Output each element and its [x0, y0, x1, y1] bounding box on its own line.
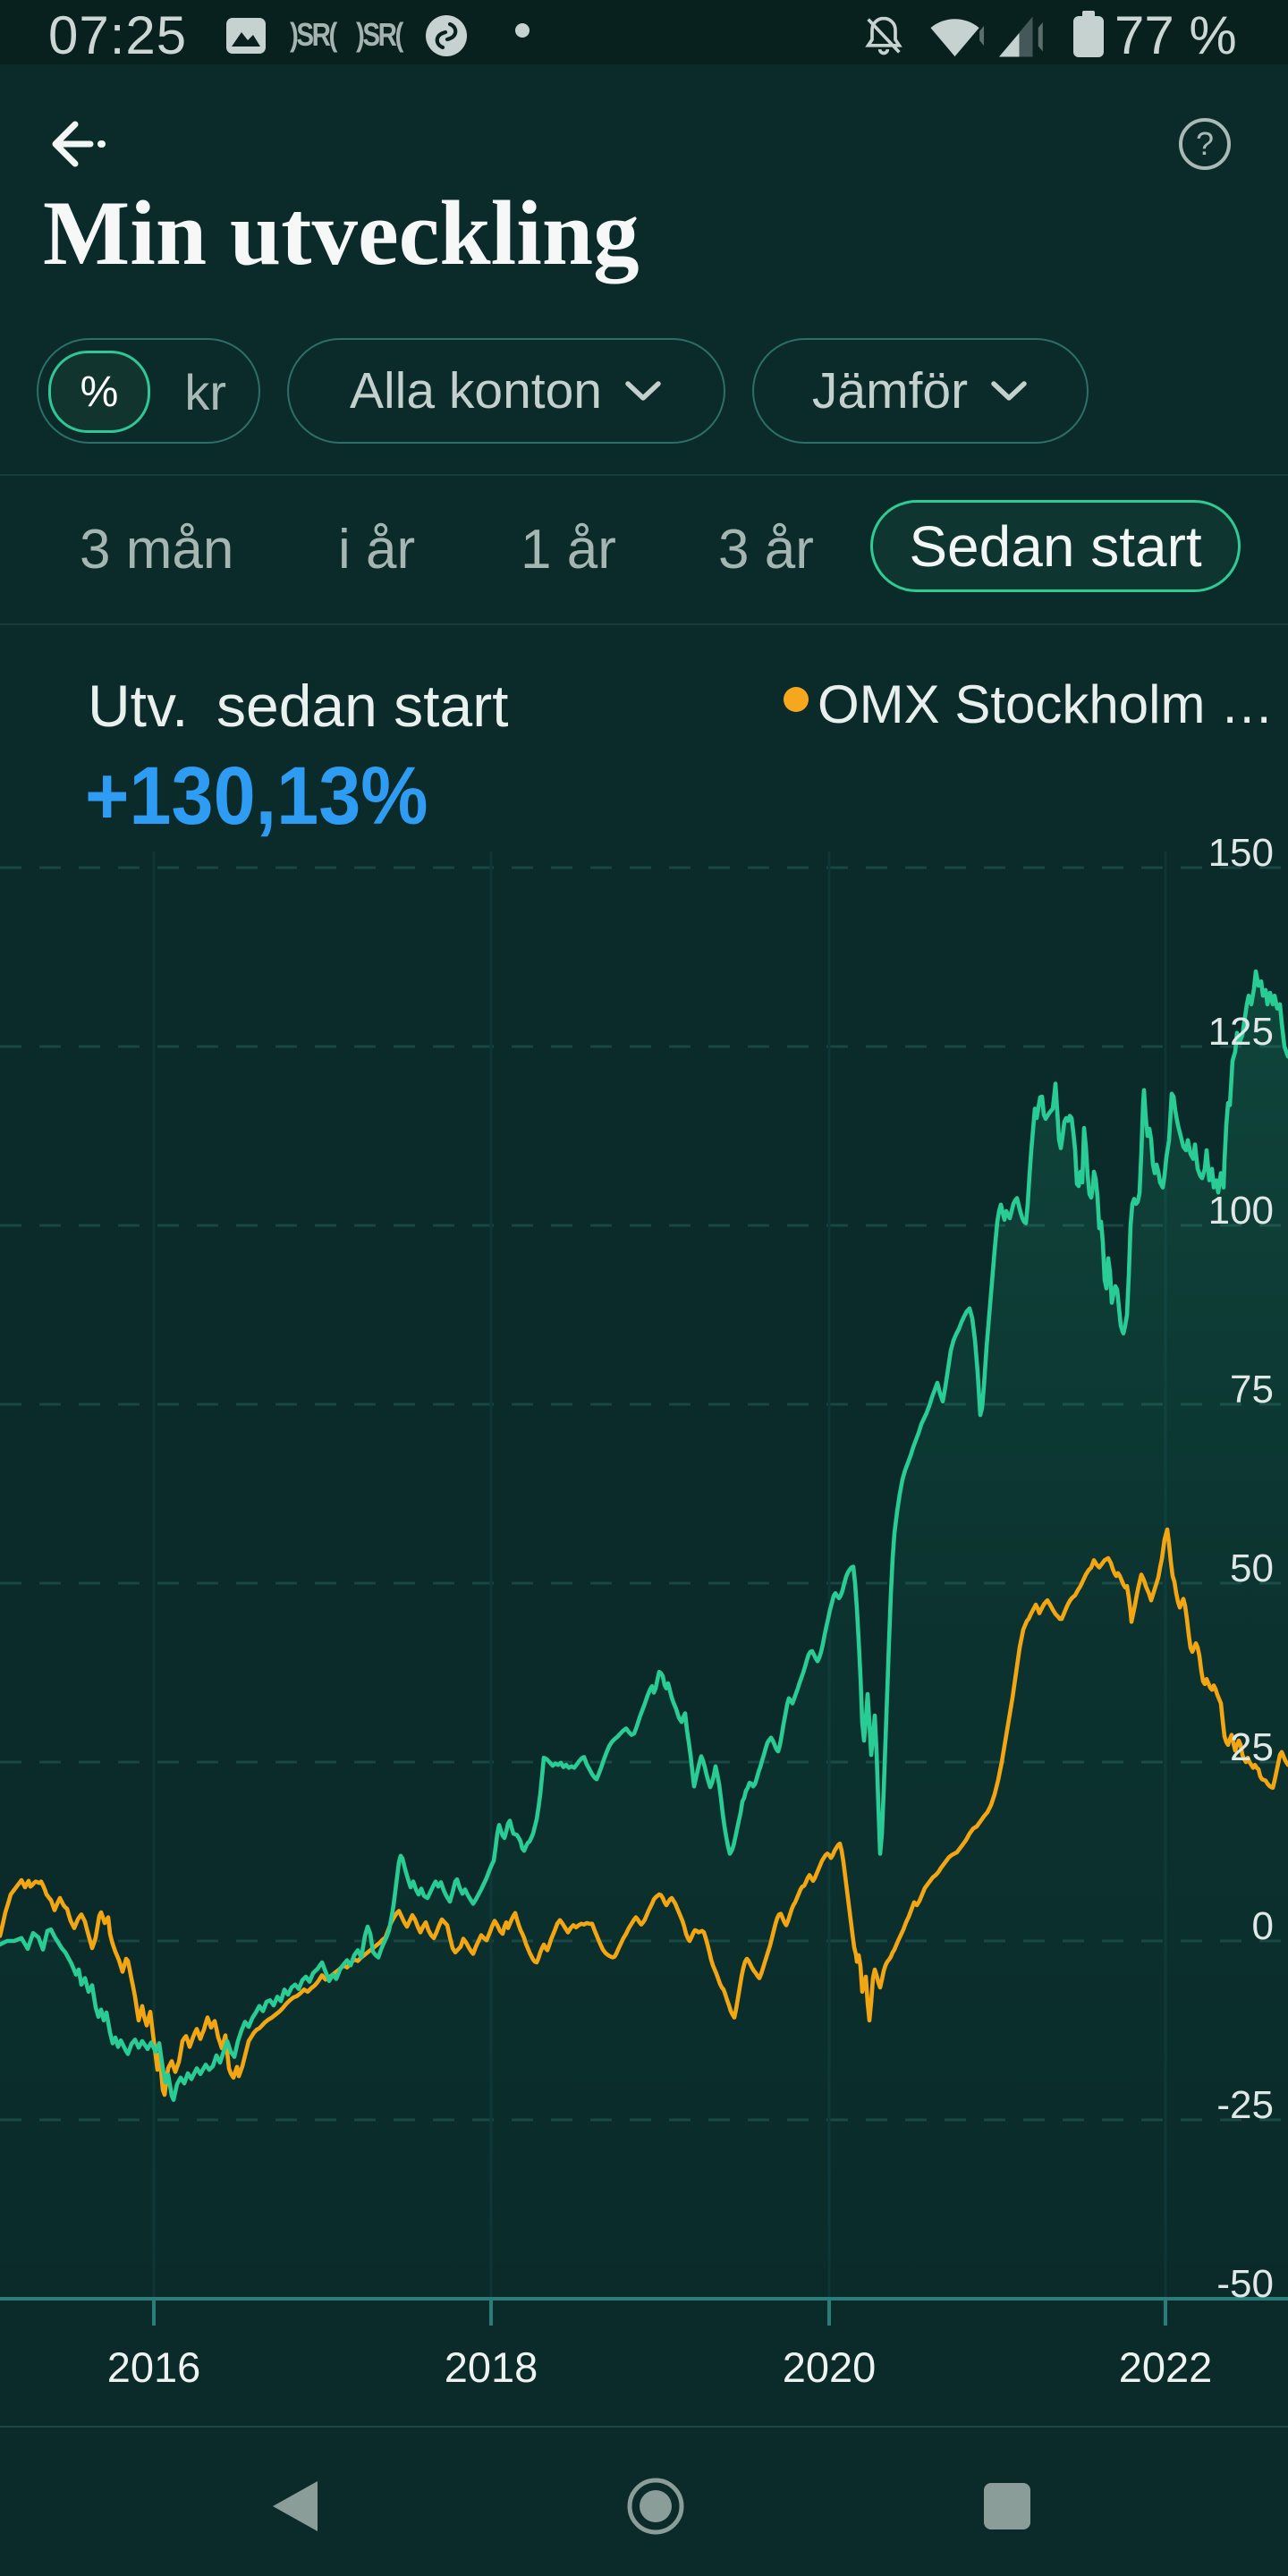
svg-text:100: 100 — [1208, 1189, 1274, 1233]
svg-text:50: 50 — [1230, 1546, 1274, 1590]
svg-text:2016: 2016 — [107, 2343, 201, 2391]
svg-text:?: ? — [1196, 125, 1214, 162]
svg-text:75: 75 — [1230, 1368, 1274, 1411]
svg-text:2022: 2022 — [1119, 2343, 1213, 2391]
svg-text:2018: 2018 — [445, 2343, 538, 2391]
svg-text:25: 25 — [1230, 1725, 1274, 1769]
svg-text:125: 125 — [1208, 1010, 1274, 1054]
svg-text:-50: -50 — [1216, 2262, 1274, 2306]
svg-text:-25: -25 — [1216, 2083, 1274, 2127]
svg-text:2020: 2020 — [783, 2343, 877, 2391]
svg-text:150: 150 — [1208, 831, 1274, 875]
svg-text:0: 0 — [1252, 1904, 1274, 1948]
